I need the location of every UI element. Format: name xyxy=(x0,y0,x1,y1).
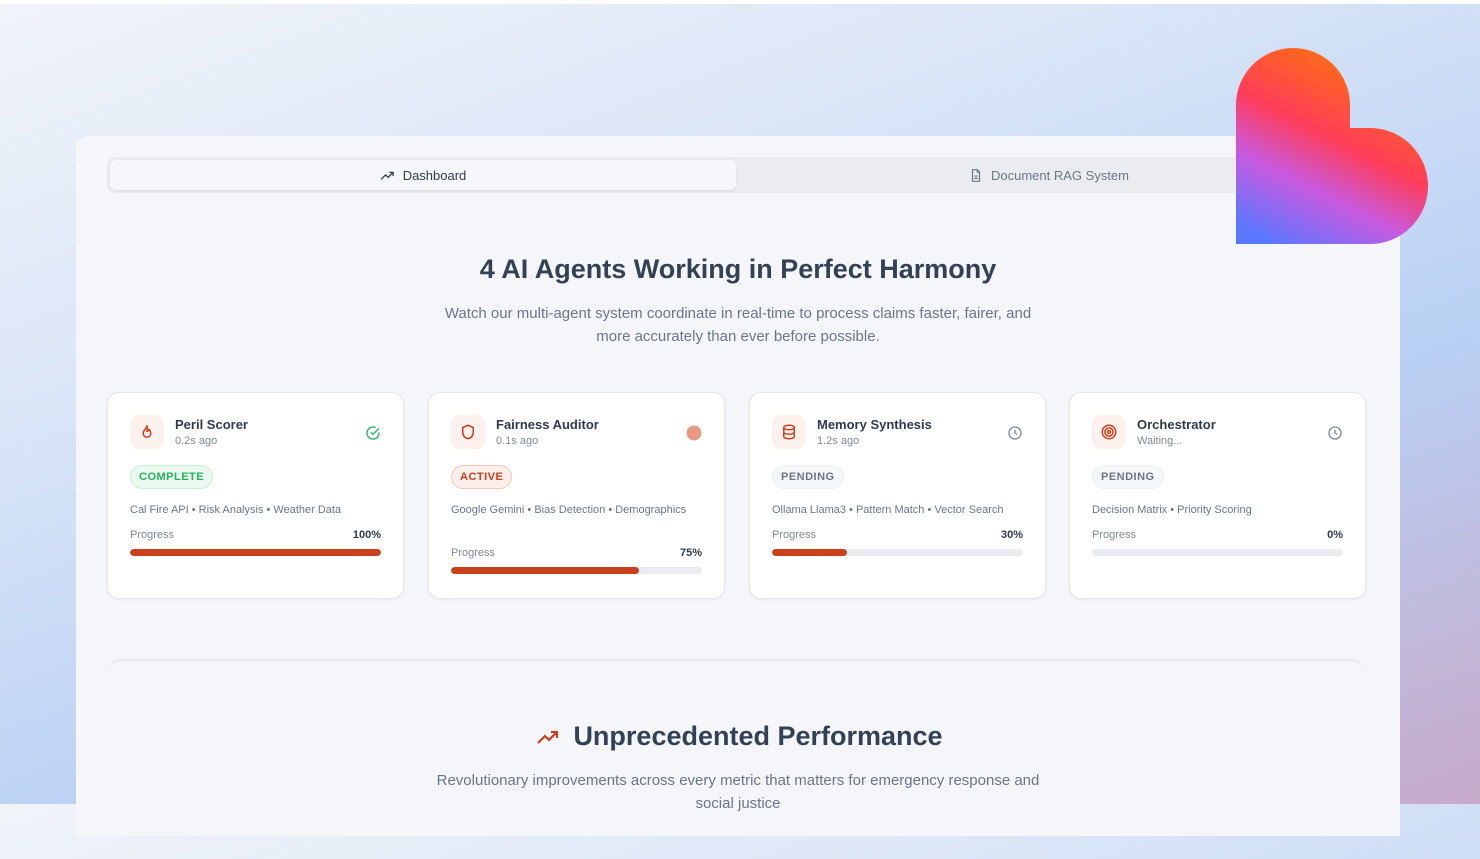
agent-time: 1.2s ago xyxy=(817,435,860,447)
clock-icon xyxy=(1007,425,1023,441)
agent-name: Peril Scorer xyxy=(175,417,248,432)
agent-card: Fairness Auditor 0.1s ago ACTIVE Google … xyxy=(428,392,725,599)
progress-row: Progress 0% xyxy=(1092,529,1343,541)
progress-value: 0% xyxy=(1327,529,1343,541)
status-badge: ACTIVE xyxy=(451,465,513,489)
status-badge: COMPLETE xyxy=(130,465,214,489)
agent-card: Peril Scorer 0.2s ago COMPLETE Cal Fire … xyxy=(107,392,404,599)
trending-up-icon xyxy=(380,171,394,180)
agent-time: Waiting... xyxy=(1137,435,1183,447)
progress-label: Progress xyxy=(451,547,496,559)
performance-section xyxy=(107,659,1365,859)
agent-tags: Ollama Llama3 • Pattern Match • Vector S… xyxy=(772,504,1004,516)
main-panel: Dashboard Document RAG System 4 AI Agent… xyxy=(76,136,1400,836)
active-dot-icon xyxy=(686,425,702,441)
status-badge: PENDING xyxy=(1092,465,1164,489)
performance-subtitle: Revolutionary improvements across every … xyxy=(436,772,1040,812)
progress-value: 100% xyxy=(352,529,381,541)
agent-time: 0.2s ago xyxy=(175,435,218,447)
tab-label: Dashboard xyxy=(402,167,467,183)
agent-name: Orchestrator xyxy=(1137,417,1216,432)
trending-up-icon xyxy=(537,730,559,744)
document-icon xyxy=(971,168,981,182)
performance-title: Unprecedented Performance xyxy=(573,721,943,751)
agent-tags: Google Gemini • Bias Detection • Demogra… xyxy=(451,504,687,516)
progress-bar xyxy=(1092,549,1343,556)
progress-fill xyxy=(451,567,640,574)
tab-label: Document RAG System xyxy=(991,167,1129,183)
hero-subtitle: Watch our multi-agent system coordinate … xyxy=(444,305,1032,345)
agent-name: Fairness Auditor xyxy=(496,417,599,432)
agent-tags: Cal Fire API • Risk Analysis • Weather D… xyxy=(130,504,342,516)
progress-label: Progress xyxy=(1092,529,1137,541)
shield-icon xyxy=(451,415,485,449)
performance-heading: Unprecedented Performance xyxy=(76,721,1400,752)
agent-name: Memory Synthesis xyxy=(817,417,932,432)
tab-dashboard[interactable]: Dashboard xyxy=(110,160,736,190)
progress-row: Progress 30% xyxy=(772,529,1023,541)
progress-label: Progress xyxy=(130,529,175,541)
flame-icon xyxy=(130,415,164,449)
progress-label: Progress xyxy=(772,529,817,541)
agent-card: Orchestrator Waiting... PENDING Decision… xyxy=(1069,392,1366,599)
agent-card: Memory Synthesis 1.2s ago PENDING Ollama… xyxy=(749,392,1046,599)
progress-bar xyxy=(772,549,1023,556)
progress-row: Progress 100% xyxy=(130,529,381,541)
clock-icon xyxy=(1327,425,1343,441)
progress-row: Progress 75% xyxy=(451,547,702,559)
top-strip xyxy=(0,0,1480,4)
agent-tags: Decision Matrix • Priority Scoring xyxy=(1092,504,1252,516)
tab-document-rag[interactable]: Document RAG System xyxy=(736,160,1362,190)
status-badge: PENDING xyxy=(772,465,844,489)
progress-bar xyxy=(451,567,702,574)
check-circle-icon xyxy=(365,425,381,441)
progress-fill xyxy=(772,549,848,556)
heart-logo xyxy=(1236,48,1428,244)
progress-bar xyxy=(130,549,381,556)
target-icon xyxy=(1092,415,1126,449)
hero-title: 4 AI Agents Working in Perfect Harmony xyxy=(479,254,997,284)
tab-bar: Dashboard Document RAG System xyxy=(107,157,1365,193)
progress-fill xyxy=(130,549,381,556)
database-icon xyxy=(772,415,806,449)
agent-time: 0.1s ago xyxy=(496,435,539,447)
progress-value: 75% xyxy=(679,547,702,559)
progress-value: 30% xyxy=(1000,529,1023,541)
